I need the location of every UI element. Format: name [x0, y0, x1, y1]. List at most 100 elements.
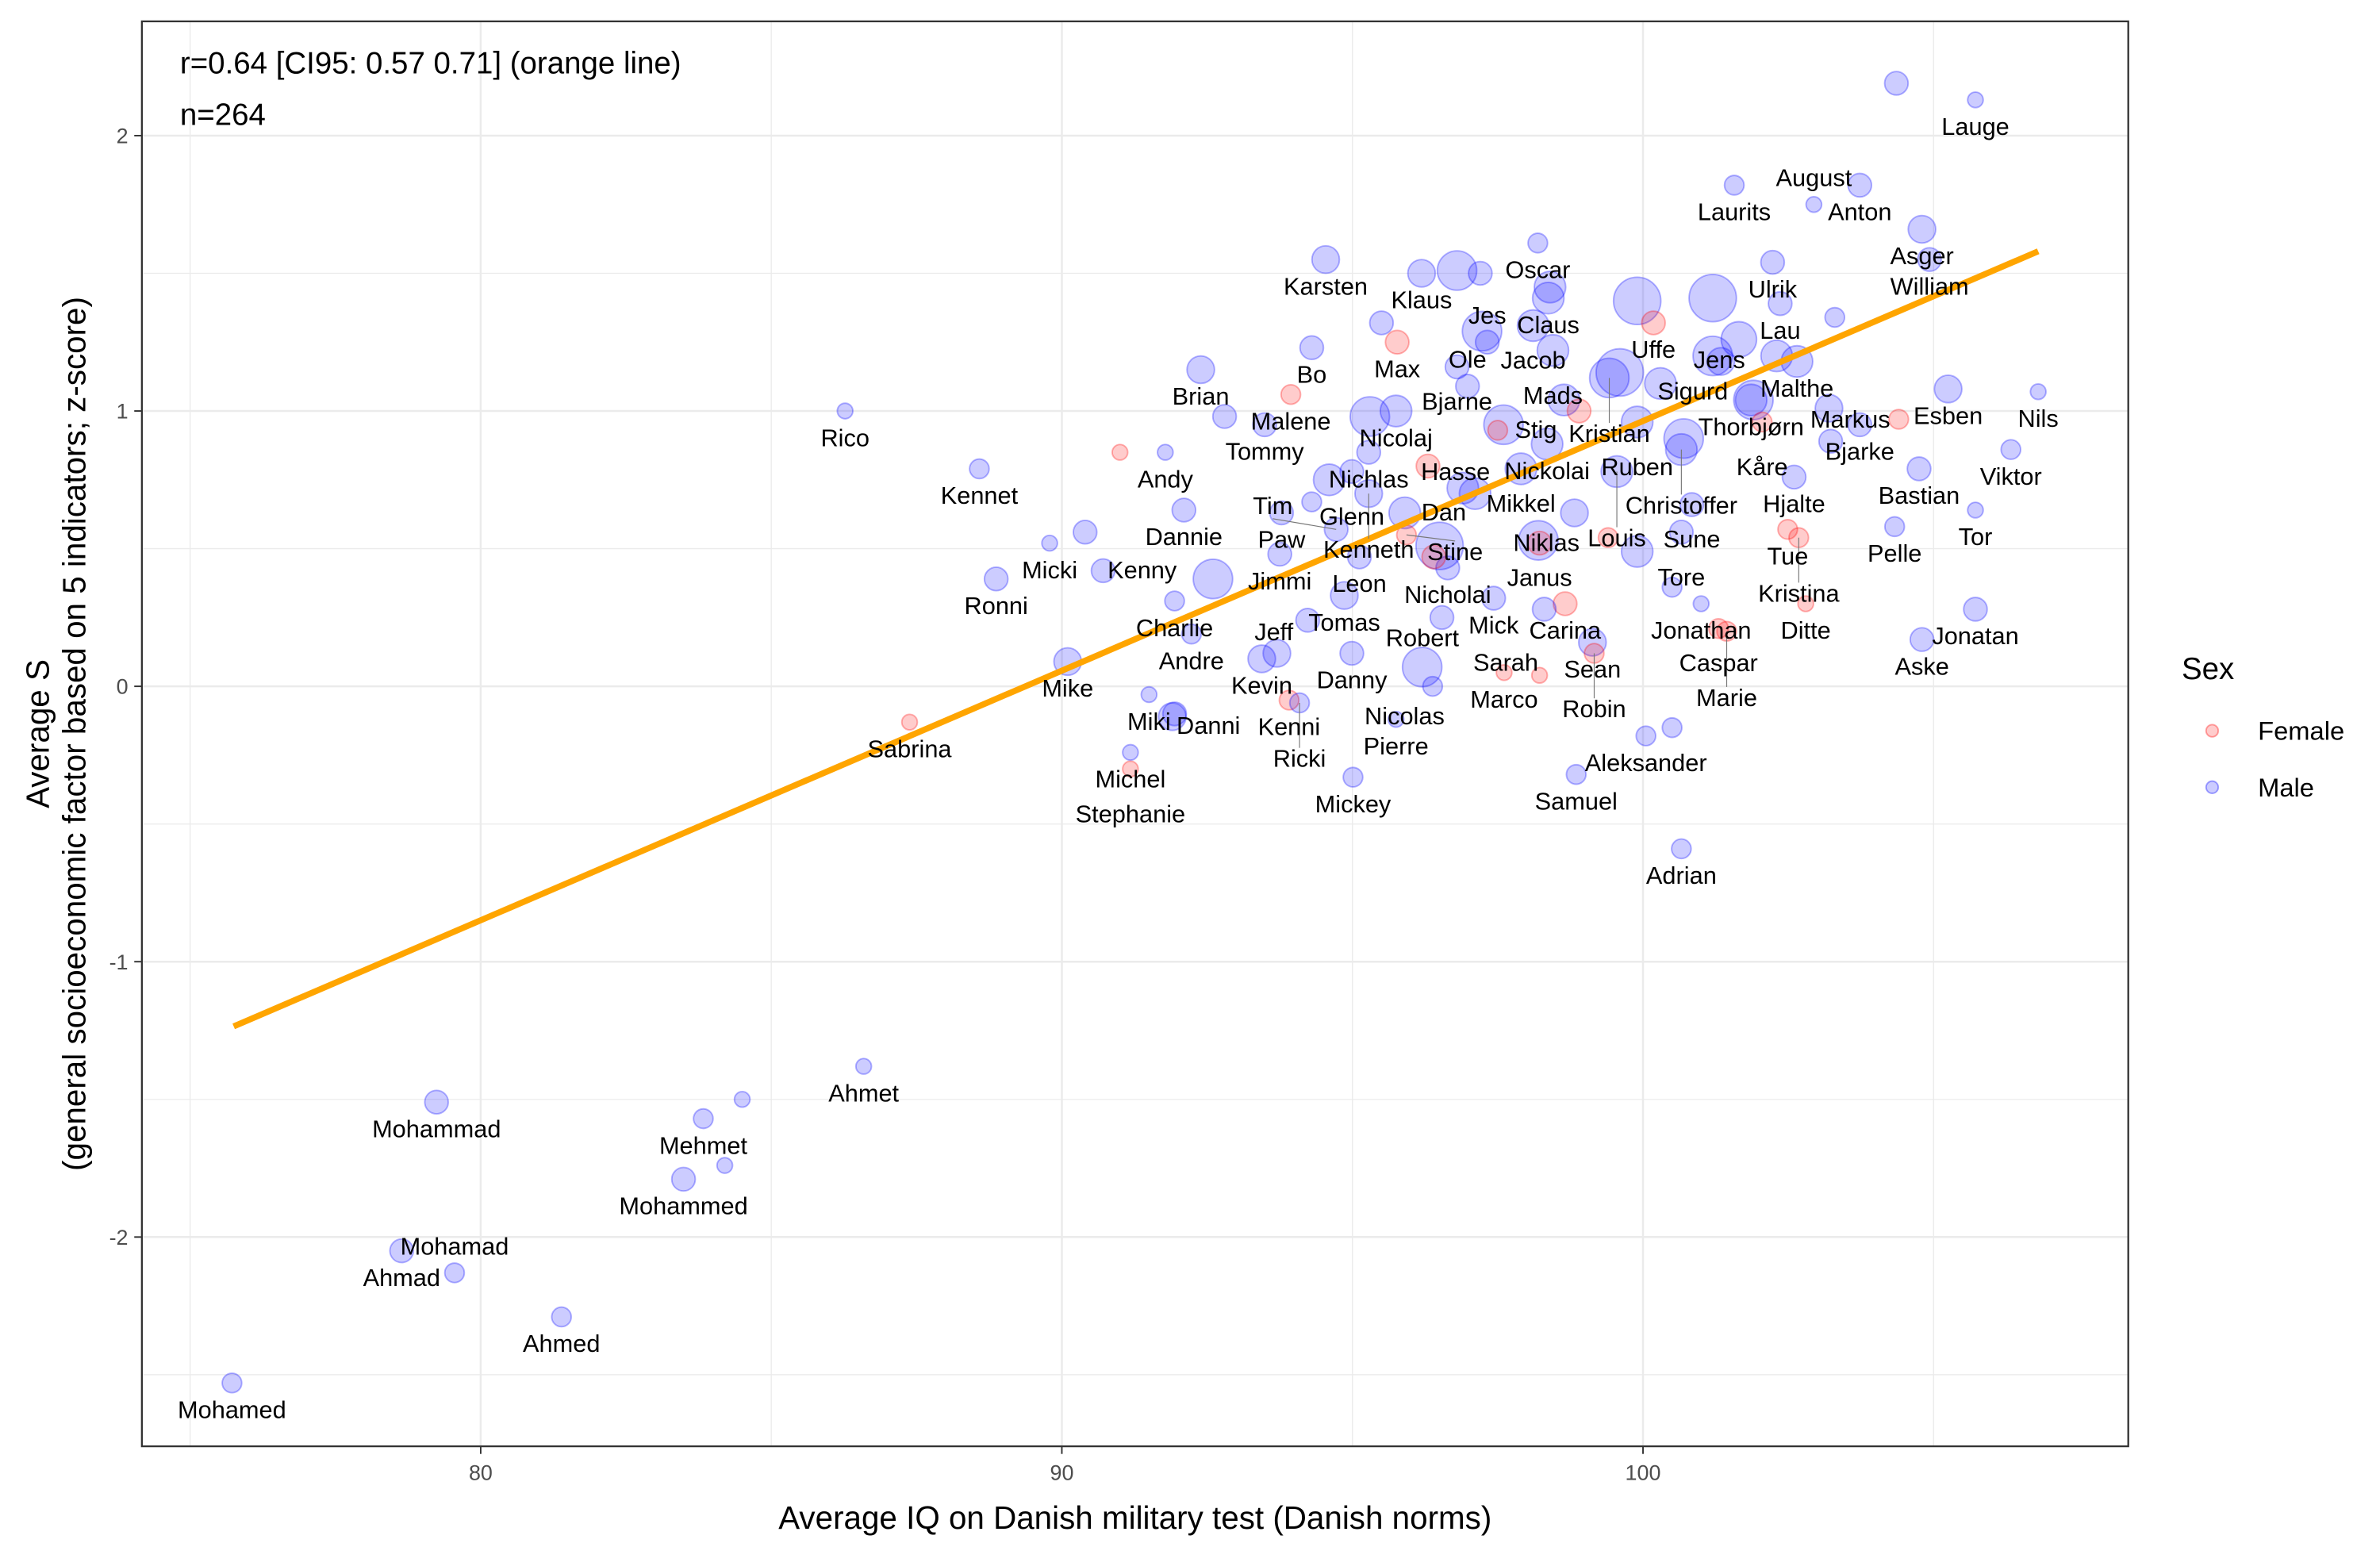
data-point-male — [1299, 335, 1325, 360]
point-label: Sabrina — [868, 735, 953, 762]
point-label: Tore — [1657, 563, 1705, 591]
point-label: Claus — [1517, 311, 1580, 339]
data-point-male — [1720, 321, 1758, 359]
y-axis-title-line2: (general socioeconomic factor based on 5… — [56, 297, 93, 1171]
point-label: Paw — [1257, 526, 1306, 554]
point-label: Brian — [1173, 382, 1230, 410]
point-label: Jonathan — [1651, 616, 1752, 644]
point-label: Rico — [820, 424, 869, 451]
data-point-male — [1692, 595, 1710, 612]
data-point-male — [1668, 519, 1695, 545]
data-point-male — [1435, 555, 1461, 581]
data-point-male — [1516, 309, 1550, 343]
point-label: Mohammad — [372, 1115, 501, 1142]
data-point-male — [1122, 743, 1139, 762]
data-point-male — [1536, 333, 1570, 367]
data-point-male — [1090, 558, 1116, 584]
data-point-male — [1824, 306, 1846, 328]
x-axis-title: Average IQ on Danish military test (Dani… — [778, 1499, 1491, 1536]
point-label: Bo — [1297, 360, 1327, 388]
point-label: Kevin — [1231, 672, 1292, 700]
data-point-male — [1041, 534, 1058, 552]
point-label: Lau — [1760, 317, 1800, 344]
point-label: Klaus — [1391, 286, 1452, 314]
label-leader-line — [1273, 518, 1337, 530]
data-point-male — [1661, 716, 1683, 739]
point-label: Mohamed — [178, 1395, 286, 1423]
point-label: Uffe — [1631, 336, 1676, 363]
axis-ticks: 80 90 100 -2 -1 0 1 2 — [109, 125, 1661, 1485]
point-label: Bjarne — [1422, 387, 1492, 415]
label-leader-line — [1406, 534, 1456, 542]
data-point-male — [424, 1089, 450, 1115]
legend: Sex Female Male — [2182, 652, 2344, 802]
data-point-male — [836, 402, 854, 420]
data-point-male — [1635, 725, 1656, 747]
data-point-male — [1814, 393, 1844, 423]
data-point-male — [1295, 608, 1321, 633]
point-label: Bastian — [1879, 482, 1960, 509]
label-leader-lines — [1273, 378, 1799, 748]
data-point-male — [716, 1157, 734, 1174]
data-point-male — [1422, 675, 1444, 697]
data-point-male — [1480, 585, 1507, 611]
data-point-male — [1356, 440, 1382, 465]
point-label: Aleksander — [1585, 749, 1707, 777]
data-point-male — [1883, 71, 1910, 96]
data-point-male — [1429, 605, 1455, 631]
data-point-male — [1531, 597, 1557, 622]
data-point-male — [1527, 232, 1549, 254]
data-point-male — [443, 1262, 466, 1284]
data-point-male — [1595, 347, 1645, 397]
data-point-male — [733, 1090, 751, 1108]
point-label: Mick — [1468, 611, 1519, 639]
data-point-male — [1518, 520, 1559, 561]
data-point-male — [1252, 412, 1277, 438]
data-point-male — [1379, 394, 1413, 428]
point-label: Tor — [1959, 523, 1993, 551]
point-label: Ulrik — [1749, 275, 1798, 303]
y-axis-title-line1: Average S — [20, 659, 56, 808]
y-tick-label: 0 — [117, 675, 129, 699]
point-label: Jimmi — [1248, 567, 1311, 595]
data-point-male — [1847, 412, 1873, 438]
data-point-male — [1192, 558, 1234, 600]
data-point-female — [900, 713, 919, 731]
data-point-male — [1578, 628, 1607, 657]
data-point-female — [1384, 329, 1410, 355]
point-label: Max — [1374, 355, 1421, 383]
point-label: Kenny — [1107, 556, 1177, 584]
data-point-male — [1706, 347, 1736, 376]
data-point-male — [1661, 576, 1683, 598]
x-tick-label: 80 — [469, 1461, 493, 1484]
point-label: Mickey — [1315, 790, 1392, 818]
data-point-male — [1531, 281, 1565, 315]
y-tick-label: 1 — [117, 400, 129, 424]
data-point-male — [1967, 91, 1984, 109]
annotation-r: r=0.64 [CI95: 0.57 0.71] (orange line) — [180, 46, 681, 80]
data-point-female — [1566, 398, 1592, 424]
point-label: Ditte — [1781, 616, 1831, 644]
point-label: Thorbjørn — [1699, 413, 1804, 440]
data-point-female — [1888, 409, 1910, 430]
data-point-male — [1157, 443, 1174, 461]
data-point-female — [1278, 689, 1300, 711]
point-label: Hasse — [1421, 458, 1490, 486]
point-label: Janus — [1507, 563, 1572, 591]
point-label: Viktor — [1980, 463, 2042, 490]
point-label: Nickolai — [1504, 457, 1590, 485]
y-tick-label: -2 — [109, 1226, 129, 1250]
data-point-male — [693, 1107, 714, 1130]
point-label: Marie — [1696, 684, 1757, 712]
point-label: Christoffer — [1626, 491, 1737, 519]
data-point-male — [1733, 379, 1774, 420]
legend-label-female: Female — [2258, 716, 2344, 746]
data-point-male — [1560, 498, 1589, 528]
point-label: Jacob — [1501, 346, 1566, 374]
point-label: Mohammed — [619, 1192, 747, 1220]
point-label: Nils — [2018, 405, 2059, 432]
data-point-male — [1339, 640, 1365, 666]
point-label: Mohamad — [401, 1232, 509, 1260]
data-point-female — [1751, 411, 1773, 433]
y-tick-label: 2 — [117, 125, 129, 148]
